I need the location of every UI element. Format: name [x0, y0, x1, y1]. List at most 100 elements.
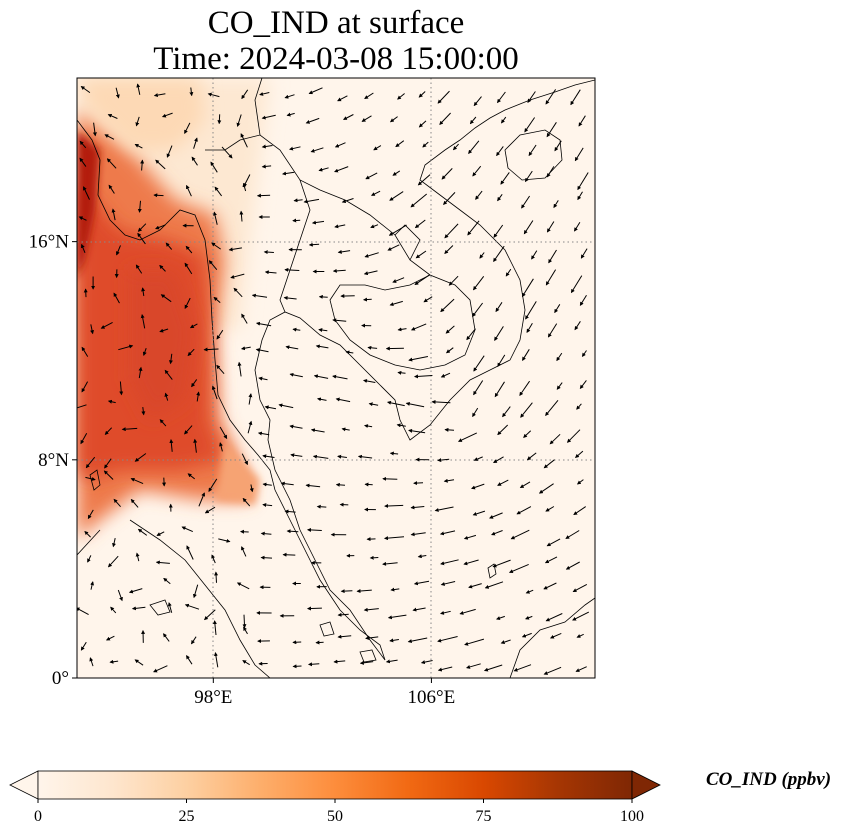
wind-arrow: [186, 545, 194, 560]
wind-arrow: [241, 346, 251, 351]
wind-arrow: [193, 438, 198, 453]
wind-arrow: [155, 159, 166, 170]
wind-arrow: [117, 589, 123, 602]
wind-arrow: [286, 529, 299, 534]
lon-tick-label: 98°E: [194, 687, 232, 708]
wind-arrow: [572, 583, 588, 593]
colorbar-tick-label: 25: [179, 808, 195, 825]
wind-arrow: [289, 372, 303, 378]
wind-arrow: [192, 584, 199, 599]
wind-arrow: [500, 639, 511, 644]
wind-arrow: [369, 555, 379, 560]
wind-arrow: [87, 555, 92, 563]
wind-arrow: [248, 393, 253, 405]
wind-arrow: [457, 432, 478, 442]
wind-arrow: [341, 198, 354, 204]
wind-arrow: [77, 607, 89, 616]
wind-arrow: [370, 224, 379, 229]
wind-arrow: [440, 372, 451, 378]
wind-arrow: [565, 561, 580, 570]
wind-arrow: [445, 347, 454, 354]
wind-arrow: [156, 531, 165, 536]
wind-arrow: [247, 420, 253, 434]
wind-arrow: [262, 502, 273, 507]
wind-arrow: [241, 453, 248, 466]
wind-arrow: [437, 90, 450, 104]
wind-arrow: [359, 660, 374, 665]
wind-arrow: [242, 182, 247, 192]
wind-arrow: [140, 159, 145, 171]
wind-arrow: [545, 89, 557, 105]
wind-arrow: [318, 328, 328, 333]
wind-arrow: [103, 470, 114, 480]
wind-arrow: [548, 249, 557, 264]
wind-arrow: [473, 456, 483, 461]
wind-arrow: [141, 407, 146, 416]
wind-arrow: [155, 560, 170, 565]
wind-arrow: [305, 117, 320, 124]
lat-ticks: 0° 8°N 16°N: [29, 232, 77, 689]
wind-arrow: [109, 659, 119, 664]
wind-arrow: [257, 431, 270, 436]
wind-arrow: [408, 356, 428, 362]
wind-arrow: [337, 612, 349, 617]
wind-arrow: [130, 478, 144, 485]
wind-arrow: [153, 665, 168, 673]
wind-arrow: [373, 145, 382, 151]
wind-arrow: [263, 250, 274, 255]
wind-arrow: [384, 536, 405, 541]
wind-arrow: [185, 245, 193, 254]
wind-arrow: [389, 116, 398, 123]
wind-arrow: [444, 223, 459, 239]
wind-arrow: [284, 509, 296, 514]
wind-arrow: [547, 323, 558, 338]
wind-arrow: [261, 114, 276, 120]
lat-tick-label: 8°N: [38, 450, 69, 471]
wind-arrow: [260, 555, 273, 560]
wind-arrow: [333, 659, 346, 664]
wind-arrow: [437, 666, 453, 672]
wind-arrow: [155, 224, 166, 230]
wind-arrow: [115, 87, 120, 99]
wind-arrow: [92, 122, 97, 137]
wind-arrow: [307, 527, 322, 532]
wind-arrow: [577, 172, 589, 191]
wind-arrow: [191, 636, 197, 645]
wind-arrow: [439, 112, 451, 125]
wind-arrow: [108, 184, 115, 194]
wind-arrow: [431, 399, 451, 404]
wind-arrow: [441, 168, 453, 180]
wind-arrow: [308, 87, 323, 95]
wind-arrow: [387, 400, 405, 407]
wind-arrow: [510, 529, 530, 540]
wind-arrow: [489, 512, 503, 519]
wind-arrow: [554, 140, 562, 152]
wind-arrow: [159, 328, 169, 333]
wind-arrow: [565, 530, 580, 539]
wind-arrow: [545, 613, 563, 622]
wind-arrow: [334, 142, 346, 148]
colorbar-tick-label: 50: [327, 808, 343, 825]
wind-arrow: [168, 353, 173, 365]
wind-arrow: [502, 406, 511, 418]
colorbar-gradient: [37, 770, 633, 800]
wind-arrow: [572, 611, 590, 621]
wind-arrow: [473, 96, 482, 107]
wind-arrow: [472, 302, 483, 317]
wind-arrow: [387, 244, 400, 251]
wind-arrow: [211, 385, 218, 400]
wind-arrow: [546, 166, 555, 178]
wind-arrow: [221, 146, 233, 159]
wind-arrow: [105, 635, 115, 641]
wind-arrow: [214, 571, 219, 583]
wind-arrow: [496, 146, 504, 157]
wind-arrow: [131, 606, 146, 611]
wind-arrow: [311, 220, 325, 225]
wind-arrow: [389, 191, 404, 201]
wind-arrow: [493, 245, 505, 263]
wind-arrow: [163, 577, 171, 585]
wind-arrow: [389, 638, 399, 643]
wind-arrow: [137, 200, 142, 213]
wind-arrow: [345, 350, 354, 355]
wind-arrow: [473, 380, 484, 396]
